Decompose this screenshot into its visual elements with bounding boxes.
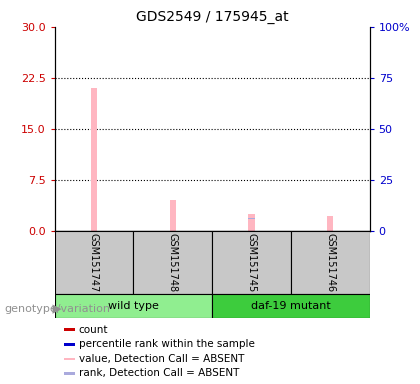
Bar — [212, 294, 370, 318]
Bar — [327, 216, 333, 231]
Text: value, Detection Call = ABSENT: value, Detection Call = ABSENT — [79, 354, 244, 364]
Bar — [291, 231, 370, 294]
Text: genotype/variation: genotype/variation — [4, 304, 110, 314]
Text: wild type: wild type — [108, 301, 159, 311]
Text: GSM151745: GSM151745 — [247, 233, 257, 292]
Bar — [64, 358, 76, 360]
Bar — [64, 372, 76, 375]
Text: GSM151748: GSM151748 — [168, 233, 178, 292]
Bar — [55, 294, 212, 318]
Bar — [134, 231, 212, 294]
Bar — [248, 214, 255, 231]
Bar — [91, 88, 97, 231]
Bar — [64, 328, 76, 331]
Text: GSM151747: GSM151747 — [89, 233, 99, 292]
Text: daf-19 mutant: daf-19 mutant — [251, 301, 331, 311]
Text: percentile rank within the sample: percentile rank within the sample — [79, 339, 255, 349]
Text: rank, Detection Call = ABSENT: rank, Detection Call = ABSENT — [79, 368, 239, 378]
Text: count: count — [79, 325, 108, 335]
Bar — [212, 231, 291, 294]
Bar — [248, 218, 255, 219]
Title: GDS2549 / 175945_at: GDS2549 / 175945_at — [136, 10, 289, 25]
Text: GSM151746: GSM151746 — [325, 233, 335, 292]
Bar — [170, 200, 176, 231]
Bar — [64, 343, 76, 346]
Bar — [55, 231, 134, 294]
